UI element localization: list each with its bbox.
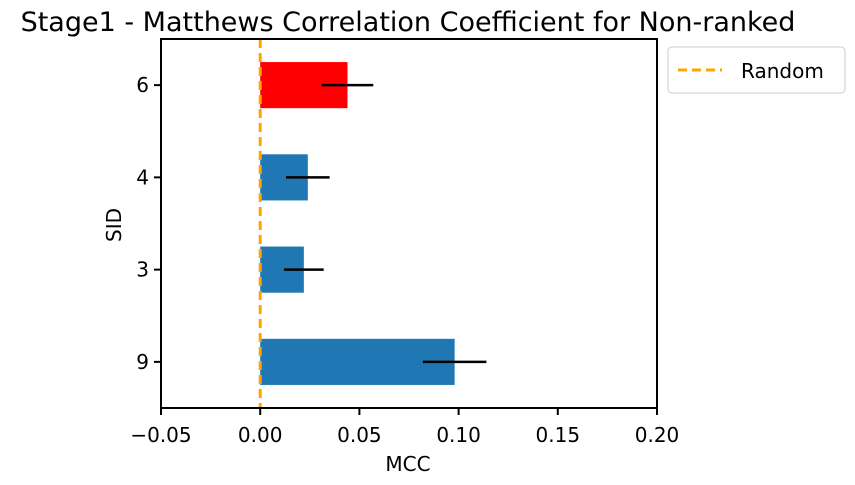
legend-random-label: Random <box>741 59 824 83</box>
chart-title: Stage1 - Matthews Correlation Coefficien… <box>21 7 796 38</box>
y-tick-label: 6 <box>136 73 149 97</box>
plot-area: −0.05 0.00 0.05 0.10 0.15 0.20 6 4 3 9 <box>130 38 679 447</box>
y-ticks-group: 6 4 3 9 <box>136 73 161 374</box>
x-tick-label: 0.05 <box>337 423 382 447</box>
y-tick-label: 9 <box>136 350 149 374</box>
legend-box <box>667 46 846 94</box>
error-bars-group <box>284 83 487 364</box>
x-tick-label: −0.05 <box>130 423 191 447</box>
y-tick-label: 4 <box>136 165 149 189</box>
y-axis-label: SID <box>102 208 126 242</box>
axes-frame <box>160 38 658 409</box>
x-ticks-group: −0.05 0.00 0.05 0.10 0.15 0.20 <box>130 408 679 447</box>
x-tick-label: 0.10 <box>436 423 481 447</box>
y-tick-label: 3 <box>136 258 149 282</box>
bar-sid-9 <box>260 338 455 385</box>
x-tick-label: 0.00 <box>238 423 283 447</box>
x-tick-label: 0.15 <box>536 423 581 447</box>
x-axis-label: MCC <box>385 452 430 476</box>
legend: Random <box>667 46 846 94</box>
x-tick-label: 0.20 <box>635 423 680 447</box>
bars-group <box>260 62 455 385</box>
